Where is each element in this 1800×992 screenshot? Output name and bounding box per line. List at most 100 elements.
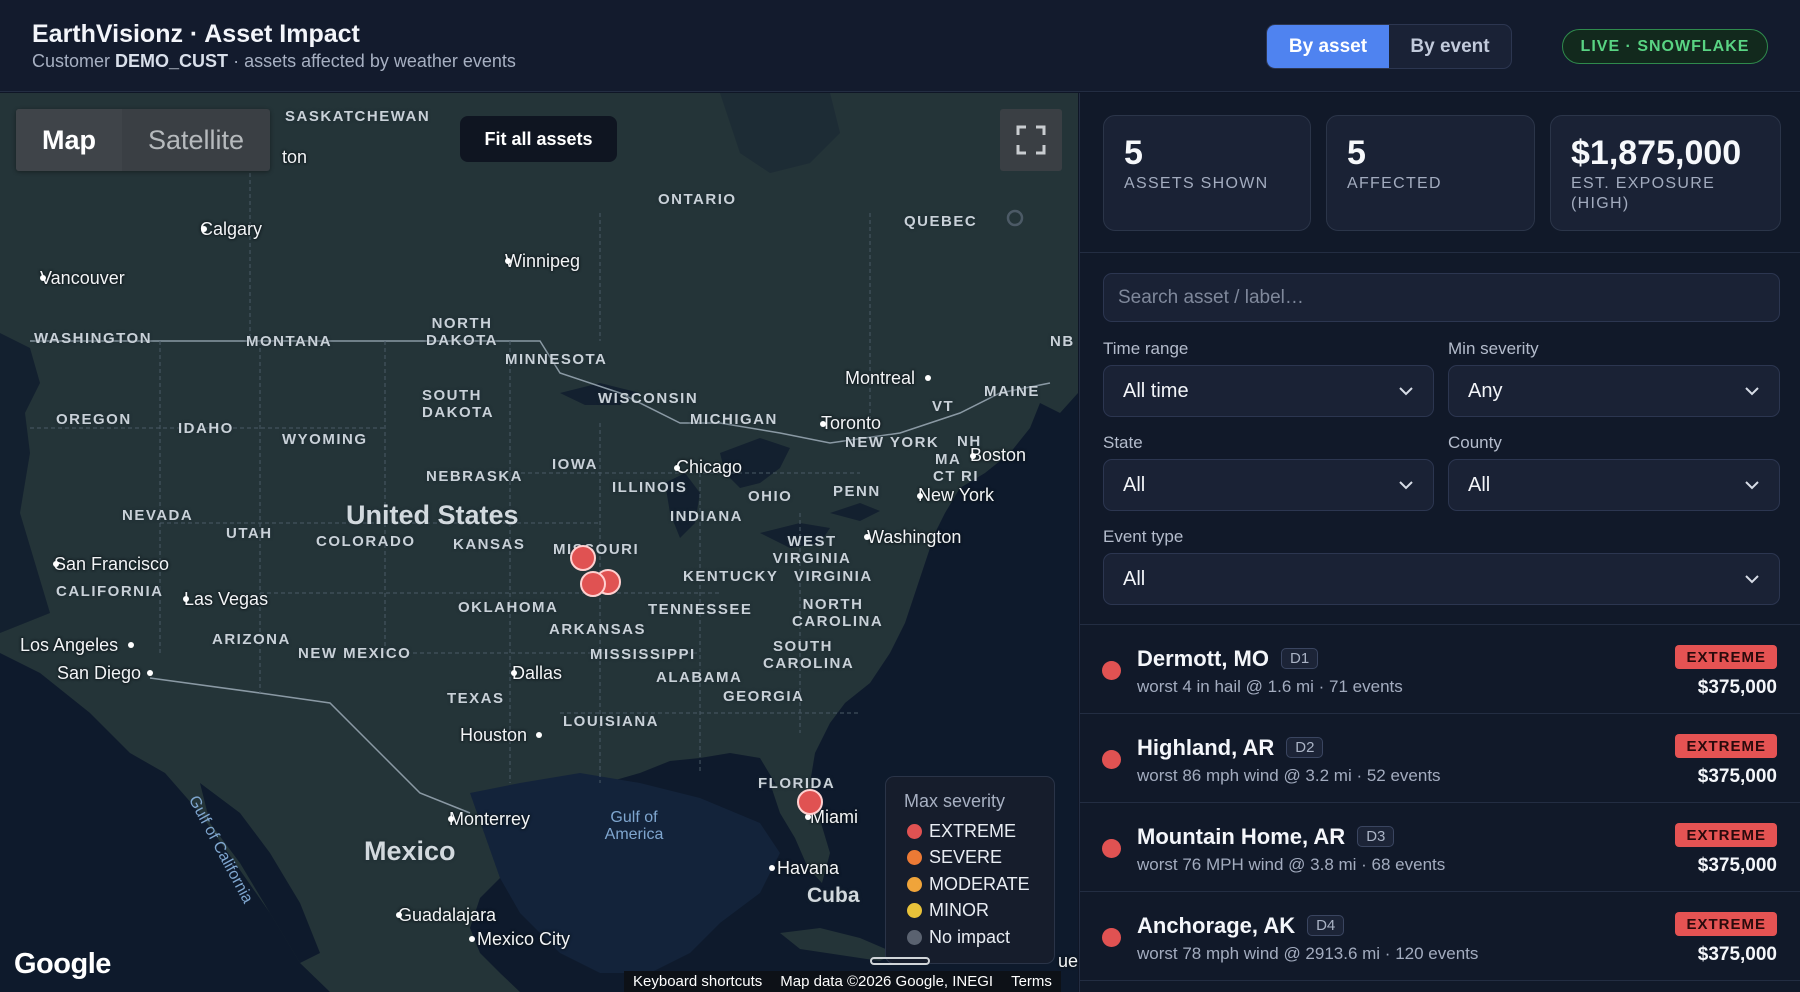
- google-logo: Google: [14, 948, 111, 980]
- map-type-map-button[interactable]: Map: [16, 109, 122, 171]
- severity-dot-icon: [1102, 928, 1121, 947]
- legend-label: EXTREME: [929, 820, 1017, 841]
- region-label: TEXAS: [447, 690, 505, 707]
- region-label: ARKANSAS: [549, 621, 647, 638]
- terms-link[interactable]: Terms: [1011, 973, 1052, 990]
- region-label: NORTH CAROLINA: [792, 596, 884, 630]
- asset-list-item[interactable]: Highland, AR D2 worst 86 mph wind @ 3.2 m…: [1080, 714, 1800, 803]
- asset-marker[interactable]: [570, 545, 596, 571]
- city-label: ton: [282, 147, 308, 167]
- map-type-control: Map Satellite: [16, 109, 271, 171]
- region-label: WISCONSIN: [598, 390, 699, 407]
- by-event-tab[interactable]: By event: [1410, 35, 1490, 57]
- map-drag-handle[interactable]: [870, 957, 930, 965]
- asset-list-item[interactable]: Mountain Home, AR D3 worst 76 MPH wind @ …: [1080, 803, 1800, 892]
- sidebar-panel: 5 ASSETS SHOWN 5 AFFECTED $1,875,000 EST…: [1079, 93, 1800, 992]
- legend-label: MODERATE: [929, 873, 1030, 894]
- region-label: WEST VIRGINIA: [772, 533, 852, 567]
- region-label: MAINE: [984, 383, 1040, 400]
- stat-value: 5: [1347, 134, 1366, 172]
- city-label: Boston: [970, 445, 1027, 465]
- region-label: ILLINOIS: [612, 479, 688, 496]
- city-label: Calgary: [200, 219, 263, 239]
- region-label: NORTH DAKOTA: [425, 315, 499, 349]
- region-label: VT: [932, 398, 955, 415]
- live-status-badge: LIVE · SNOWFLAKE: [1562, 29, 1768, 64]
- asset-detail: worst 86 mph wind @ 3.2 mi · 52 events: [1137, 766, 1441, 785]
- legend-item: No impact: [904, 924, 1036, 951]
- asset-id-tag: D2: [1286, 737, 1324, 758]
- country-label: United States: [346, 500, 519, 530]
- region-label: NEVADA: [122, 507, 194, 524]
- fullscreen-icon: [1016, 125, 1046, 155]
- region-label: OHIO: [748, 488, 793, 505]
- asset-detail: worst 4 in hail @ 1.6 mi · 71 events: [1137, 677, 1403, 696]
- select-value: All: [1123, 567, 1146, 590]
- keyboard-shortcuts-link[interactable]: Keyboard shortcuts: [633, 973, 763, 990]
- region-label: INDIANA: [670, 508, 743, 525]
- region-label: MICHIGAN: [690, 411, 778, 428]
- asset-detail: worst 78 mph wind @ 2913.6 mi · 120 even…: [1137, 944, 1479, 963]
- asset-marker[interactable]: [797, 789, 823, 815]
- app-subtitle: Customer DEMO_CUST · assets affected by …: [32, 51, 516, 72]
- legend-label: SEVERE: [929, 847, 1003, 868]
- subtitle-suffix: · assets affected by weather events: [233, 51, 516, 71]
- county-select[interactable]: All: [1448, 459, 1780, 511]
- region-label: NEW YORK: [845, 434, 940, 451]
- time-range-label: Time range: [1103, 339, 1189, 358]
- view-toggle: By asset By event: [1266, 24, 1512, 69]
- asset-list-item[interactable]: Anchorage, AK D4 worst 78 mph wind @ 2913…: [1080, 892, 1800, 981]
- min-severity-select[interactable]: Any: [1448, 365, 1780, 417]
- region-label: SASKATCHEWAN: [285, 108, 431, 125]
- severity-dot-icon: [1102, 661, 1121, 680]
- city-label: Monterrey: [449, 809, 531, 829]
- search-input[interactable]: [1103, 273, 1780, 322]
- asset-name: Mountain Home, AR D3: [1137, 824, 1395, 850]
- region-label: MISSISSIPPI: [590, 646, 696, 663]
- city-label: New York: [918, 485, 995, 505]
- region-label: SOUTH DAKOTA: [422, 387, 495, 421]
- severity-badge: EXTREME: [1675, 645, 1777, 669]
- event-type-select[interactable]: All: [1103, 553, 1780, 605]
- region-label: PENN: [833, 483, 881, 500]
- severity-badge: EXTREME: [1675, 823, 1777, 847]
- map-type-satellite-button[interactable]: Satellite: [148, 124, 245, 155]
- time-range-select[interactable]: All time: [1103, 365, 1434, 417]
- severity-badge: EXTREME: [1675, 734, 1777, 758]
- region-label: MA: [935, 451, 962, 468]
- legend-label: MINOR: [929, 900, 989, 921]
- app-header: EarthVisionz · Asset Impact Customer DEM…: [0, 0, 1800, 92]
- divider: [1080, 624, 1800, 625]
- region-label: LOUISIANA: [563, 713, 659, 730]
- country-label: Mexico: [364, 836, 456, 866]
- asset-exposure: $375,000: [1697, 944, 1777, 965]
- legend-title: Max severity: [904, 791, 1006, 811]
- region-label: GEORGIA: [723, 688, 805, 705]
- region-label: CT: [933, 468, 956, 485]
- chevron-down-icon: [1399, 481, 1413, 490]
- country-label: Cuba: [807, 884, 860, 907]
- city-label: San Francisco: [54, 554, 170, 574]
- state-select[interactable]: All: [1103, 459, 1434, 511]
- region-label: KANSAS: [453, 536, 526, 553]
- asset-id-tag: D4: [1307, 915, 1345, 936]
- map-attribution: Keyboard shortcuts Map data ©2026 Google…: [624, 971, 1061, 992]
- by-asset-tab[interactable]: By asset: [1267, 25, 1389, 68]
- fit-all-assets-button[interactable]: Fit all assets: [460, 116, 617, 162]
- city-label: Dallas: [512, 663, 563, 683]
- fullscreen-button[interactable]: [1000, 109, 1062, 171]
- stat-value: $1,875,000: [1571, 134, 1742, 172]
- map-view[interactable]: SASKATCHEWAN ONTARIO QUEBEC NORTH DAKOTA…: [0, 93, 1078, 992]
- region-label: QUEBEC: [904, 213, 978, 230]
- select-value: All time: [1123, 379, 1189, 402]
- asset-list-item[interactable]: Dermott, MO D1 worst 4 in hail @ 1.6 mi ·…: [1080, 625, 1800, 714]
- region-label: NH: [957, 433, 982, 450]
- city-label: Toronto: [821, 413, 882, 433]
- legend-item: EXTREME: [904, 818, 1036, 845]
- subtitle-prefix: Customer: [32, 51, 111, 71]
- map-basemap: [0, 93, 1078, 992]
- region-label: MONTANA: [246, 333, 333, 350]
- region-label: OREGON: [56, 411, 132, 428]
- min-severity-label: Min severity: [1448, 339, 1539, 358]
- asset-marker[interactable]: [580, 571, 606, 597]
